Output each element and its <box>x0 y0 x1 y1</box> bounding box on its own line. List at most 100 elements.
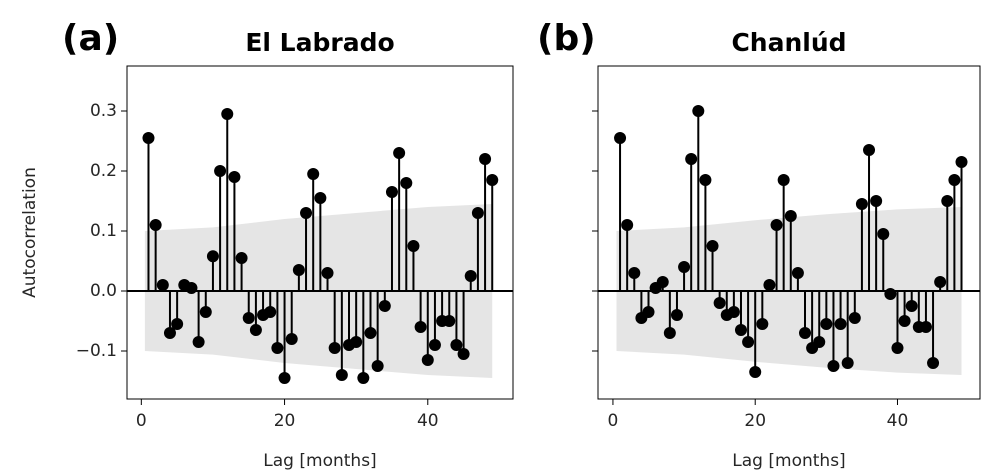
stem-marker <box>855 198 868 210</box>
stem-marker <box>884 288 897 300</box>
stem-marker <box>285 333 298 345</box>
stem-marker <box>706 240 719 252</box>
stem-marker <box>820 318 833 330</box>
stem-marker <box>670 309 683 321</box>
stem-marker <box>870 195 883 207</box>
x-tick-label: 0 <box>608 411 619 431</box>
stem-marker <box>464 270 477 282</box>
x-axis-label: Lag [months] <box>263 451 376 471</box>
stem-marker <box>919 321 932 333</box>
stem-marker <box>799 327 812 339</box>
stem-marker <box>877 228 890 240</box>
stem-marker <box>827 360 840 372</box>
x-tick-label: 40 <box>887 411 909 431</box>
stem-marker <box>364 327 377 339</box>
stem-marker <box>292 264 305 276</box>
stem-marker <box>407 240 420 252</box>
stem-marker <box>393 147 406 159</box>
stem-marker <box>428 339 441 351</box>
stem-marker <box>656 276 669 288</box>
stem-marker <box>235 252 248 264</box>
stem-marker <box>479 153 492 165</box>
stem-marker <box>642 306 655 318</box>
stem-marker <box>414 321 427 333</box>
panel-label: (a) <box>62 18 119 59</box>
stem-marker <box>699 174 712 186</box>
stem-marker <box>450 339 463 351</box>
stem-marker <box>663 327 676 339</box>
stem-marker <box>621 219 634 231</box>
stem-marker <box>328 342 341 354</box>
stem-marker <box>443 315 456 327</box>
x-tick-label: 20 <box>744 411 766 431</box>
x-tick-label: 20 <box>274 411 296 431</box>
x-tick-label: 40 <box>417 411 439 431</box>
x-axis-label: Lag [months] <box>732 451 845 471</box>
stem-marker <box>848 312 861 324</box>
stem-marker <box>614 132 627 144</box>
stem-marker <box>756 318 769 330</box>
stem-marker <box>371 360 384 372</box>
stem-marker <box>335 369 348 381</box>
stem-marker <box>770 219 783 231</box>
stem-marker <box>777 174 790 186</box>
stem-marker <box>400 177 413 189</box>
y-tick-label: 0.0 <box>90 281 117 301</box>
stem-marker <box>685 153 698 165</box>
stem-marker <box>457 348 470 360</box>
stem-marker <box>678 261 691 273</box>
stem-marker <box>271 342 284 354</box>
stem-marker <box>955 156 968 168</box>
stem-marker <box>742 336 755 348</box>
stem-marker <box>192 336 205 348</box>
stem-marker <box>163 327 176 339</box>
stem-marker <box>385 186 398 198</box>
stem-marker <box>927 357 940 369</box>
stem-marker <box>314 192 327 204</box>
stem-marker <box>727 306 740 318</box>
subplot-title: El Labrado <box>245 28 394 57</box>
stem-marker <box>206 250 219 263</box>
panel-label: (b) <box>537 18 596 59</box>
stem-marker <box>763 279 776 291</box>
stem-marker <box>149 219 162 231</box>
stem-marker <box>891 342 904 354</box>
stem-marker <box>264 306 277 318</box>
y-tick-label: 0.1 <box>90 221 117 241</box>
axes-frame <box>597 65 981 400</box>
stem-marker <box>357 372 370 384</box>
stem-marker <box>421 354 434 366</box>
stem-marker <box>813 336 826 348</box>
stem-marker <box>941 195 954 207</box>
subplot-title: Chanlúd <box>731 28 846 57</box>
stem-marker <box>278 372 291 384</box>
stem-marker <box>834 318 847 330</box>
stem-marker <box>486 174 499 186</box>
stem-marker <box>199 306 212 318</box>
stem-marker <box>350 336 363 348</box>
stem-marker <box>692 105 705 117</box>
stem-marker <box>378 300 391 312</box>
stem-marker <box>156 279 169 291</box>
y-tick-label: −0.1 <box>76 341 117 361</box>
stem-marker <box>307 168 320 180</box>
stem-marker <box>948 174 961 186</box>
stem-marker <box>142 132 155 144</box>
stem-marker <box>228 171 241 183</box>
stem-marker <box>214 165 227 177</box>
stem-marker <box>934 276 947 288</box>
stem-marker <box>713 297 726 309</box>
stem-marker <box>242 312 255 324</box>
stem-marker <box>321 267 334 279</box>
y-tick-label: 0.3 <box>90 101 117 121</box>
stem-marker <box>471 207 484 219</box>
stem-marker <box>300 207 313 219</box>
stem-marker <box>898 315 911 327</box>
stem-marker <box>734 324 747 336</box>
stem-marker <box>628 267 641 279</box>
stem-marker <box>905 300 918 312</box>
stem-marker <box>863 144 876 156</box>
stem-marker <box>791 267 804 279</box>
stem-marker <box>171 318 184 330</box>
